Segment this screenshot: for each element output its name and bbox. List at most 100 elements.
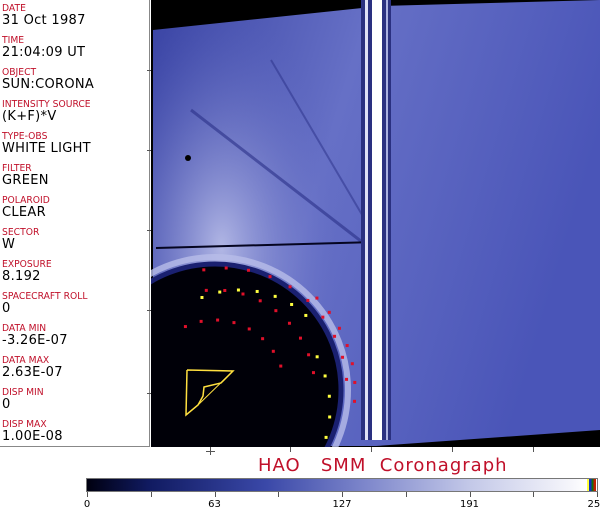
field-label: POLAROID [2, 195, 50, 206]
red-marker [274, 309, 278, 313]
red-marker [232, 321, 236, 325]
field-label: INTENSITY SOURCE [2, 99, 91, 110]
field-value: WHITE LIGHT [2, 141, 91, 156]
field-filter: FILTER GREEN [2, 163, 49, 188]
field-disp-min: DISP MIN 0 [2, 387, 47, 412]
header-info-panel: DATE 31 Oct 1987 TIME 21:04:09 UT OBJECT SUN:… [0, 0, 150, 447]
axis-tick [206, 451, 215, 452]
colorbar-overlay-colors [587, 479, 596, 491]
axis-tick [147, 70, 151, 71]
field-value: -3.26E-07 [2, 333, 68, 348]
field-polaroid: POLAROID CLEAR [2, 195, 54, 220]
red-marker [224, 266, 228, 270]
axis-tick [533, 447, 534, 452]
colorbar-tick [469, 492, 471, 497]
colorbar-tick [597, 492, 598, 497]
field-value: 8.192 [2, 269, 41, 284]
field-value: CLEAR [2, 205, 46, 220]
red-marker [311, 371, 315, 375]
field-value: 0 [2, 397, 11, 412]
field-label: FILTER [2, 163, 32, 174]
red-marker [258, 299, 262, 303]
colorbar-tick [533, 492, 535, 497]
red-marker [268, 275, 272, 279]
colorbar-tick-label: 0 [83, 499, 91, 510]
red-marker [345, 344, 349, 348]
red-marker [353, 399, 357, 403]
field-value: 31 Oct 1987 [2, 13, 86, 28]
field-value: W [2, 237, 16, 252]
red-marker [216, 318, 220, 322]
field-label: OBJECT [2, 67, 37, 78]
colorbar-tick-label: 191 [459, 499, 480, 510]
axis-tick [452, 447, 453, 452]
red-marker [287, 321, 291, 325]
yellow-marker [315, 355, 319, 359]
yellow-marker [273, 294, 277, 298]
field-label: EXPOSURE [2, 259, 52, 270]
red-marker [307, 353, 311, 357]
colorbar-tick [87, 492, 88, 497]
red-marker [306, 298, 310, 302]
axis-tick [371, 447, 372, 452]
field-time: TIME 21:04:09 UT [2, 35, 85, 60]
red-marker [327, 310, 331, 314]
field-value: SUN:CORONA [2, 77, 95, 92]
field-label: SECTOR [2, 227, 40, 238]
red-marker [199, 319, 203, 323]
red-marker [204, 288, 208, 292]
field-data-max: DATA MAX 2.63E-07 [2, 355, 63, 380]
field-spacecraft-roll: SPACECRAFT ROLL 0 [2, 291, 95, 316]
colorbar-tick [278, 492, 280, 497]
pylon [372, 0, 382, 440]
red-marker [337, 326, 341, 330]
colorbar-tick [405, 492, 407, 497]
field-date: DATE 31 Oct 1987 [2, 3, 86, 28]
red-marker [247, 327, 251, 331]
red-marker [350, 362, 354, 366]
field-sector: SECTOR W [2, 227, 43, 252]
axis-tick [147, 310, 151, 311]
red-marker [321, 315, 325, 319]
field-value: GREEN [2, 173, 49, 188]
marker-dots [183, 266, 357, 439]
field-intensity-source: INTENSITY SOURCE (K+F)*V [2, 99, 98, 124]
field-label: DISP MIN [2, 387, 44, 398]
yellow-marker [324, 435, 328, 439]
red-marker [202, 268, 206, 272]
colorbar-tick-label: 255 [587, 499, 600, 510]
occulter-disk [151, 261, 344, 447]
field-type-obs: TYPE-OBS WHITE LIGHT [2, 131, 91, 156]
yellow-marker [290, 302, 294, 306]
axis-tick [290, 447, 291, 452]
yellow-marker [304, 313, 308, 317]
axis-tick [147, 230, 151, 231]
red-marker [223, 288, 227, 292]
field-label: TIME [2, 35, 25, 46]
red-marker [279, 364, 283, 368]
field-label: DATA MAX [2, 355, 50, 366]
scan-line [155, 241, 377, 249]
axis-tick [147, 150, 151, 151]
field-disp-max: DISP MAX 1.00E-08 [2, 419, 63, 444]
red-marker [353, 380, 357, 384]
red-marker [247, 268, 251, 272]
yellow-marker [236, 288, 240, 292]
red-marker [298, 336, 302, 340]
red-marker [241, 292, 245, 296]
red-marker [341, 355, 345, 359]
field-label: DATA MIN [2, 323, 47, 334]
coronagraph-image [151, 0, 600, 447]
yellow-marker [200, 295, 204, 299]
colorbar-tick [214, 492, 216, 497]
field-value: 2.63E-07 [2, 365, 63, 380]
yellow-marker [323, 374, 327, 378]
instrument-title: HAO SMM Coronagraph [258, 455, 508, 476]
red-marker [288, 285, 292, 289]
field-object: OBJECT SUN:CORONA [2, 67, 94, 92]
red-marker [261, 337, 265, 341]
red-marker [183, 325, 187, 329]
field-value: 21:04:09 UT [2, 45, 86, 60]
yellow-marker [328, 415, 332, 419]
colorbar [86, 478, 598, 492]
